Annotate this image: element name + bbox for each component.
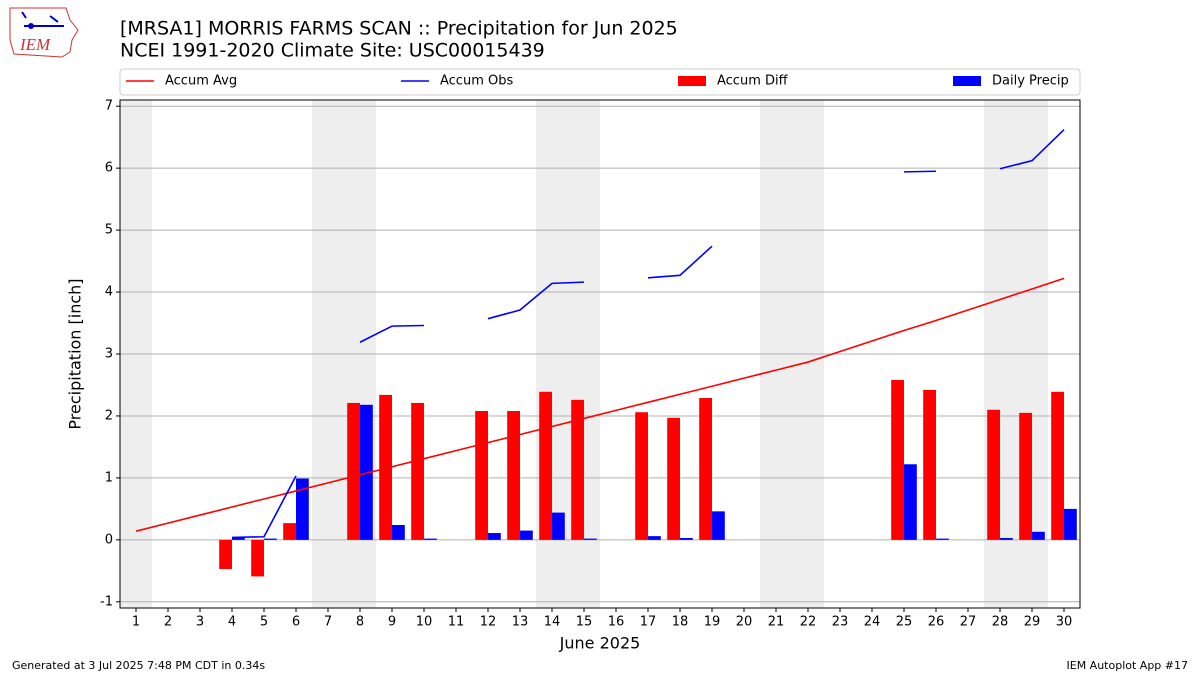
bar — [411, 402, 424, 540]
x-tick-label: 1 — [132, 615, 140, 630]
legend-label: Accum Diff — [717, 74, 789, 89]
bar — [520, 530, 533, 540]
x-tick-label: 17 — [640, 615, 657, 630]
x-tick-label: 15 — [576, 615, 593, 630]
footer-right: IEM Autoplot App #17 — [1067, 659, 1189, 672]
x-tick-label: 18 — [672, 615, 689, 630]
x-tick-label: 11 — [448, 615, 465, 630]
y-tick-label: 0 — [105, 532, 113, 547]
legend-label: Accum Obs — [440, 74, 513, 89]
line — [135, 277, 1065, 532]
x-tick-label: 26 — [928, 615, 945, 630]
bar — [475, 410, 488, 540]
x-tick-label: 28 — [992, 615, 1009, 630]
y-tick-label: 1 — [105, 470, 113, 485]
legend-box — [119, 68, 1081, 96]
x-tick-label: 7 — [324, 615, 332, 630]
x-tick-label: 9 — [388, 615, 396, 630]
legend-handle — [953, 76, 981, 86]
bar — [392, 524, 405, 540]
bar — [424, 538, 437, 540]
bar — [552, 512, 565, 540]
bar — [347, 402, 360, 540]
x-tick-label: 22 — [800, 615, 817, 630]
x-tick-label: 16 — [608, 615, 625, 630]
x-tick-label: 2 — [164, 615, 172, 630]
plot-frame — [119, 99, 1081, 609]
y-tick-label: 3 — [105, 347, 113, 362]
bar — [1000, 537, 1013, 540]
x-tick-label: 6 — [292, 615, 300, 630]
x-tick-label: 25 — [896, 615, 913, 630]
x-tick-label: 5 — [260, 615, 268, 630]
bar — [648, 536, 661, 540]
x-tick-label: 21 — [768, 615, 785, 630]
x-tick-label: 4 — [228, 615, 236, 630]
bar — [379, 394, 392, 540]
bar — [219, 539, 232, 569]
bar — [712, 511, 725, 540]
x-axis-label: June 2025 — [559, 634, 641, 653]
x-tick-label: 30 — [1056, 615, 1073, 630]
bar — [1064, 508, 1077, 540]
bar — [584, 538, 597, 540]
bar — [1051, 391, 1064, 540]
bar — [264, 538, 277, 540]
x-tick-label: 13 — [512, 615, 529, 630]
x-tick-label: 27 — [960, 615, 977, 630]
legend-label: Daily Precip — [992, 74, 1069, 89]
x-tick-label: 23 — [832, 615, 849, 630]
x-tick-label: 29 — [1024, 615, 1041, 630]
bar — [936, 538, 949, 540]
x-tick-label: 10 — [416, 615, 433, 630]
y-tick-label: -1 — [100, 594, 113, 609]
y-tick-label: 6 — [105, 161, 113, 176]
y-axis-label: Precipitation [inch] — [66, 278, 85, 429]
footer-left: Generated at 3 Jul 2025 7:48 PM CDT in 0… — [12, 659, 265, 672]
x-tick-label: 24 — [864, 615, 881, 630]
x-tick-label: 14 — [544, 615, 561, 630]
logo-icon — [28, 23, 34, 29]
legend-label: Accum Avg — [165, 74, 237, 89]
y-tick-label: 2 — [105, 408, 113, 423]
x-tick-label: 12 — [480, 615, 497, 630]
line — [231, 129, 1065, 539]
x-tick-label: 19 — [704, 615, 721, 630]
bar — [539, 391, 552, 540]
bar — [667, 417, 680, 540]
x-tick-label: 20 — [736, 615, 753, 630]
bar — [488, 533, 501, 540]
bar — [360, 404, 373, 540]
logo-shape — [9, 7, 79, 58]
bar — [571, 399, 584, 540]
bar — [987, 409, 1000, 540]
logo: IEM — [9, 7, 79, 58]
bar — [296, 478, 309, 540]
bar — [635, 412, 648, 540]
bar — [283, 523, 296, 540]
bar — [251, 539, 264, 577]
bar — [699, 397, 712, 540]
x-tick-label: 3 — [196, 615, 204, 630]
bar — [891, 380, 904, 540]
legend-handle — [678, 76, 706, 86]
bar — [1019, 412, 1032, 540]
bar — [507, 410, 520, 540]
bar — [923, 389, 936, 540]
chart-subtitle: NCEI 1991-2020 Climate Site: USC00015439 — [120, 40, 545, 62]
bar — [904, 464, 917, 540]
logo-text: IEM — [19, 35, 51, 54]
bar — [680, 537, 693, 540]
bar — [232, 537, 245, 540]
y-tick-label: 7 — [105, 99, 113, 114]
x-tick-label: 8 — [356, 615, 364, 630]
y-tick-label: 5 — [105, 223, 113, 238]
bar — [1032, 531, 1045, 540]
chart-title: [MRSA1] MORRIS FARMS SCAN :: Precipitati… — [120, 18, 678, 40]
y-tick-label: 4 — [105, 285, 113, 300]
